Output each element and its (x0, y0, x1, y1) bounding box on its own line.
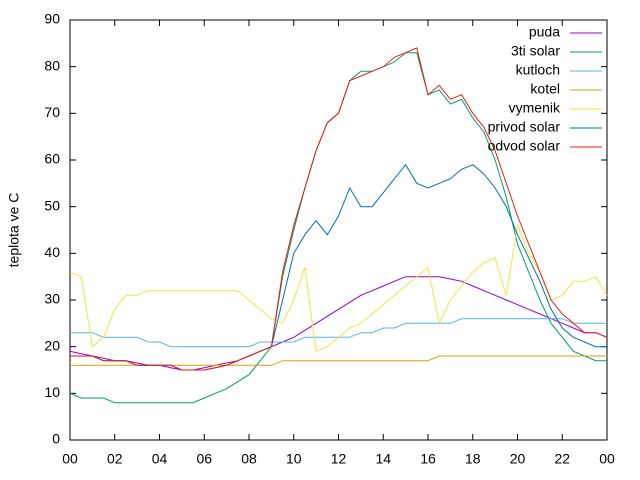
y-tick-label: 50 (44, 197, 60, 213)
series-line (70, 47, 608, 371)
x-tick-label: 00 (62, 451, 78, 467)
y-axis-label: teplota ve C (6, 193, 22, 268)
x-tick-label: 20 (510, 451, 526, 467)
y-tick-label: 90 (44, 11, 60, 27)
x-tick-label: 00 (599, 451, 615, 467)
legend-label: 3ti solar (511, 43, 560, 59)
series-line (70, 355, 607, 366)
legend-label: privod solar (488, 119, 561, 135)
series-line (69, 223, 608, 353)
x-tick-label: 12 (331, 451, 347, 467)
x-tick-label: 14 (375, 451, 391, 467)
x-tick-label: 18 (465, 451, 481, 467)
y-tick-label: 0 (52, 431, 60, 447)
y-tick-label: 30 (44, 291, 60, 307)
y-tick-label: 20 (44, 337, 60, 353)
legend-label: vymenik (509, 100, 561, 116)
legend-label: kotel (530, 81, 560, 97)
y-tick-label: 80 (44, 57, 60, 73)
x-tick-label: 10 (286, 451, 302, 467)
y-tick-label: 60 (44, 151, 60, 167)
series-line (70, 318, 607, 348)
x-tick-label: 04 (152, 451, 168, 467)
y-tick-label: 10 (44, 384, 60, 400)
legend-label: puda (529, 24, 560, 40)
x-tick-label: 16 (420, 451, 436, 467)
y-tick-label: 40 (44, 244, 60, 260)
legend-label: kutloch (516, 62, 560, 78)
y-tick-label: 70 (44, 104, 60, 120)
plot-frame (69, 19, 608, 441)
x-tick-label: 06 (196, 451, 212, 467)
x-tick-label: 08 (241, 451, 257, 467)
x-tick-label: 22 (554, 451, 570, 467)
x-tick-label: 02 (107, 451, 123, 467)
legend-label: odvod solar (488, 138, 561, 154)
